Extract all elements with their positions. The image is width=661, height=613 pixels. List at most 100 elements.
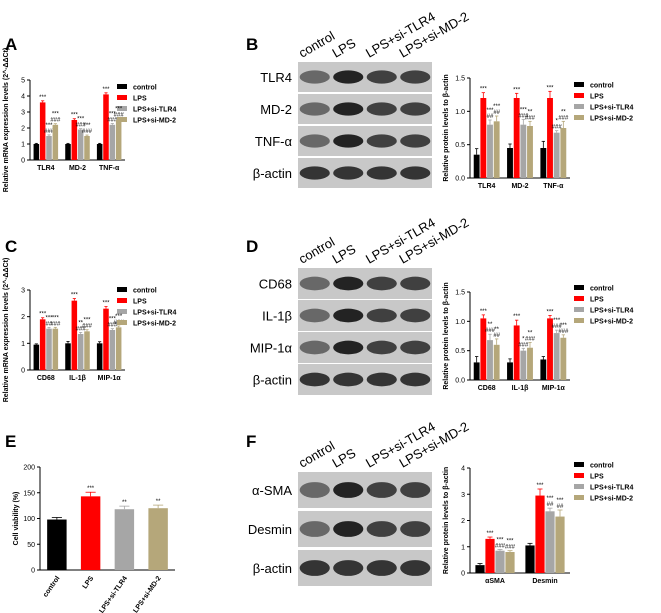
bar: [560, 337, 567, 380]
bar: [540, 359, 547, 380]
significance-label: ***: [71, 293, 79, 299]
legend-swatch: [117, 106, 127, 111]
bar: [77, 129, 84, 160]
legend-swatch: [117, 117, 127, 122]
legend-swatch: [117, 309, 127, 314]
blot-band: [299, 276, 330, 291]
significance-label: ##: [557, 504, 564, 510]
y-tick-label: 5: [21, 78, 25, 85]
significance-label: ***: [52, 112, 60, 118]
blot-band: [333, 276, 364, 291]
y-tick-label: 1: [21, 341, 25, 348]
x-tick-label: LPS+si-TLR4: [98, 575, 129, 613]
bar: [80, 496, 101, 570]
blot-band: [299, 70, 330, 84]
row-label: MD-2: [260, 102, 292, 117]
bar: [507, 362, 513, 380]
blot-band: [333, 340, 364, 355]
bar: [553, 333, 560, 380]
significance-label: ###: [558, 329, 569, 335]
bar: [507, 148, 513, 178]
y-tick-label: 50: [27, 542, 35, 549]
y-tick-label: 0.0: [455, 176, 465, 183]
x-tick-label: TNF-α: [99, 165, 120, 172]
bar: [71, 120, 78, 160]
x-tick-label: MIP-1α: [542, 385, 566, 392]
significance-label: ###: [107, 323, 118, 329]
significance-label: ##: [493, 333, 500, 339]
significance-label: ***: [83, 318, 91, 324]
bar: [553, 132, 560, 178]
bar: [33, 144, 40, 160]
significance-label: ***: [83, 123, 91, 129]
y-tick-label: 4: [461, 466, 465, 473]
legend-swatch: [574, 82, 584, 87]
significance-label: ***: [115, 107, 123, 113]
bar: [485, 538, 495, 573]
significance-label: ###: [82, 324, 93, 330]
blot-band: [400, 102, 431, 116]
bar: [46, 136, 52, 160]
x-tick-label: IL-1β: [69, 375, 86, 382]
significance-label: ###: [552, 125, 563, 131]
significance-label: ###: [50, 118, 61, 124]
bar: [84, 136, 90, 160]
significance-label: ###: [518, 113, 529, 119]
x-tick-label: control: [42, 575, 61, 598]
bar: [148, 508, 168, 570]
y-axis-label: Relative protein levels to β-actin: [443, 282, 450, 389]
significance-label: ***: [513, 314, 521, 320]
bar: [495, 550, 505, 573]
blot-band: [366, 166, 397, 180]
legend-label: LPS+si-MD-2: [590, 116, 633, 123]
bar: [52, 124, 59, 160]
row-label: TLR4: [260, 70, 292, 85]
bar: [65, 343, 71, 370]
legend-label: LPS: [590, 297, 604, 304]
row-label: β-actin: [253, 166, 292, 181]
blot-band: [400, 276, 431, 291]
significance-label: ***: [115, 314, 123, 320]
legend-swatch: [117, 95, 127, 100]
significance-label: ***: [553, 318, 561, 324]
bar: [493, 121, 500, 178]
bar: [493, 344, 500, 380]
significance-label: ###: [76, 326, 87, 332]
y-tick-label: 1.5: [455, 290, 465, 297]
legend-swatch: [117, 287, 127, 292]
blot-band: [299, 134, 330, 148]
legend-swatch: [574, 93, 584, 98]
bar: [475, 565, 485, 573]
y-tick-label: 0: [21, 368, 25, 375]
significance-label: ***: [480, 309, 488, 315]
bar: [520, 124, 527, 178]
significance-label: ###: [50, 321, 61, 327]
significance-label: ***: [77, 117, 85, 123]
panel-letter: D: [246, 237, 258, 256]
legend-label: LPS+si-MD-2: [133, 321, 176, 328]
bar: [33, 344, 40, 370]
legend-swatch: [574, 296, 584, 301]
row-label: TNF-α: [255, 134, 293, 149]
panel-letter: F: [246, 432, 256, 451]
significance-label: ###: [114, 113, 125, 119]
blot-band: [333, 134, 364, 148]
legend-swatch: [574, 115, 584, 120]
bar: [480, 318, 487, 380]
y-tick-label: 2: [461, 518, 465, 525]
lane-label: control: [296, 28, 337, 61]
row-label: MIP-1α: [250, 341, 293, 356]
bar: [84, 331, 90, 370]
significance-label: ***: [560, 323, 568, 329]
blot-band: [299, 482, 330, 498]
blot-band: [400, 308, 431, 323]
y-tick-label: 1: [21, 142, 25, 149]
legend-label: LPS: [590, 474, 604, 481]
bar: [47, 519, 67, 570]
legend-label: LPS+si-MD-2: [133, 118, 176, 125]
y-tick-label: 0: [21, 158, 25, 165]
bar: [115, 327, 122, 370]
x-tick-label: MIP-1α: [98, 375, 122, 382]
blot-band: [333, 166, 364, 180]
